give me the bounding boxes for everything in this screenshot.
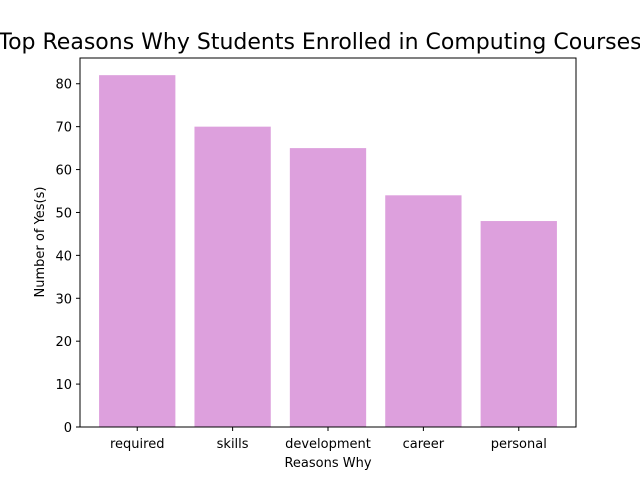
y-tick-label-0: 0 <box>64 421 72 436</box>
y-tick-label-80: 80 <box>55 78 72 93</box>
y-tick-label-30: 30 <box>55 292 72 307</box>
bar-career <box>385 195 462 427</box>
bars-group <box>99 75 557 428</box>
x-axis-ticks: required skills development career personal <box>110 427 547 452</box>
x-tick-label-personal: personal <box>491 437 547 452</box>
x-tick-label-career: career <box>403 437 445 452</box>
y-axis-label: Number of Yes(s) <box>33 187 48 298</box>
bar-required <box>99 75 176 428</box>
x-axis-label: Reasons Why <box>284 456 371 471</box>
y-tick-label-40: 40 <box>55 249 72 264</box>
y-tick-label-60: 60 <box>55 164 72 179</box>
x-tick-label-skills: skills <box>217 437 249 452</box>
x-tick-label-development: development <box>285 437 371 452</box>
plot-frame <box>79 57 577 428</box>
bar-development <box>289 148 367 427</box>
y-axis-ticks: 0 10 20 30 40 50 60 70 80 <box>55 78 80 436</box>
chart-title: Top Reasons Why Students Enrolled in Com… <box>0 30 640 55</box>
bar-skills <box>194 126 271 428</box>
x-tick-label-required: required <box>110 437 164 452</box>
y-tick-label-20: 20 <box>55 335 72 350</box>
bar-personal <box>480 221 557 427</box>
y-tick-label-70: 70 <box>55 121 72 136</box>
y-tick-label-50: 50 <box>55 206 72 221</box>
y-tick-label-10: 10 <box>55 378 72 393</box>
